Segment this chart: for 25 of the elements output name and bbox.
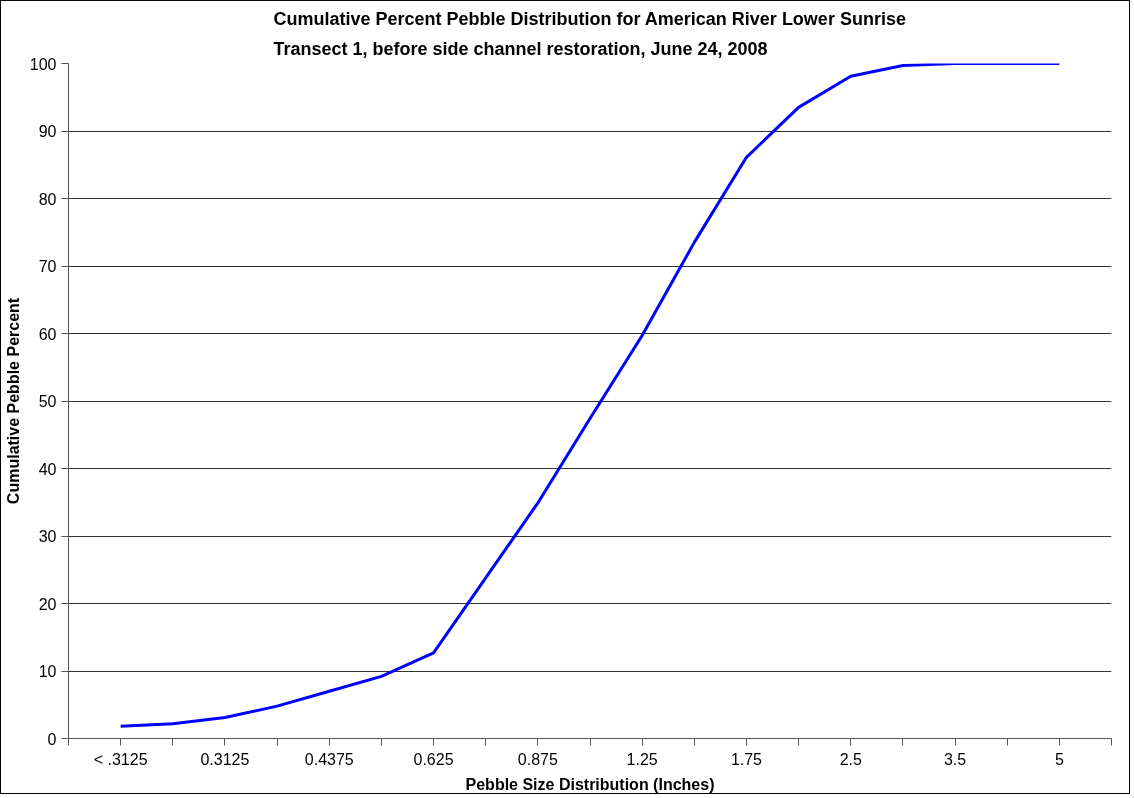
y-tick-label: 70 xyxy=(38,258,57,275)
y-tick-label: 10 xyxy=(38,663,57,680)
line-series xyxy=(119,63,1061,728)
y-tick-label: 20 xyxy=(38,595,57,613)
y-tick-label: 90 xyxy=(38,123,57,140)
x-tick-label: 0.875 xyxy=(517,750,558,768)
y-tick-label: 0 xyxy=(47,730,57,748)
y-tick-label: 80 xyxy=(38,190,57,208)
y-tick-label: 60 xyxy=(38,325,57,343)
x-tick-label: 0.625 xyxy=(413,750,454,768)
x-tick-label: 5 xyxy=(1054,750,1064,768)
y-axis-title: Cumulative Pebble Percent xyxy=(4,297,22,505)
x-tick-label: 1.25 xyxy=(626,750,658,768)
y-tick-label: 100 xyxy=(29,55,57,73)
x-tick-label: < .3125 xyxy=(93,750,148,768)
x-tick-label: 0.4375 xyxy=(304,750,354,768)
chart-title: Cumulative Percent Pebble Distribution for American River Lower Sunrise Transect 1, before side channel restoration, June 24, 2008 xyxy=(273,8,906,59)
x-tick-label: 1.75 xyxy=(730,750,763,768)
x-tick-label: 2.5 xyxy=(839,750,862,768)
y-tick-label: 40 xyxy=(38,460,57,478)
y-tick-label: 50 xyxy=(38,393,57,410)
x-tick-label: 3.5 xyxy=(943,750,967,768)
x-axis-title: Pebble Size Distribution (Inches) xyxy=(465,775,715,793)
y-tick-label: 30 xyxy=(38,528,57,545)
x-tick-label: 0.3125 xyxy=(200,750,250,768)
